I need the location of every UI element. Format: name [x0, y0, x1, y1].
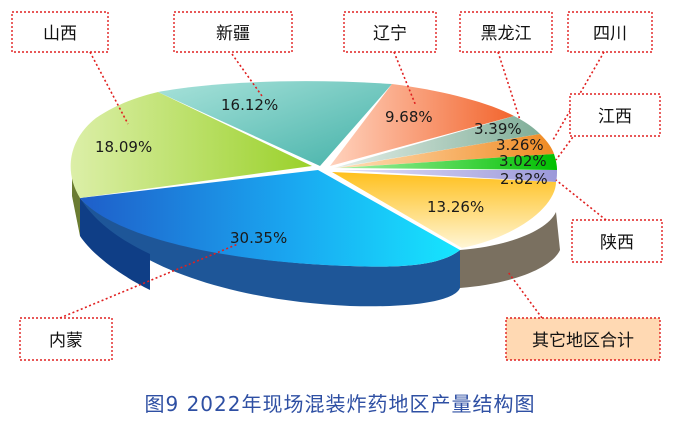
leader-line-liaoning [393, 51, 417, 107]
figure-caption: 图9 2022年现场混装炸药地区产量结构图 [144, 392, 536, 416]
pct-label-other: 13.26% [427, 198, 484, 216]
pie-side-neimeng [80, 198, 460, 307]
callout-label-jiangxi: 江西 [598, 107, 632, 127]
callout-label-xinjiang: 新疆 [216, 24, 250, 44]
leader-line-shanxi [89, 51, 129, 125]
pct-label-jiangxi: 3.02% [499, 152, 547, 170]
callout-other: 其它地区合计 [505, 317, 661, 361]
callout-label-heilongjiang: 黑龙江 [481, 24, 532, 44]
pie-slice-heilongjiang [334, 116, 540, 168]
callout-label-other: 其它地区合计 [532, 331, 634, 351]
pct-label-shaanxi: 2.82% [500, 170, 548, 188]
callout-label-neimeng: 内蒙 [49, 331, 83, 351]
pct-label-shanxi: 18.09% [95, 138, 152, 156]
pie-slice-sichuan [336, 134, 554, 168]
callout-label-shaanxi: 陕西 [600, 233, 634, 253]
callout-sichuan: 四川 [567, 11, 653, 53]
pct-label-heilongjiang: 3.39% [474, 120, 522, 138]
callout-xinjiang: 新疆 [173, 11, 293, 53]
pie-slice-jiangxi [338, 154, 557, 170]
callout-shanxi: 山西 [11, 11, 109, 53]
pct-label-xinjiang: 16.12% [221, 96, 278, 114]
callout-neimeng: 内蒙 [19, 317, 113, 361]
leader-line-neimeng [59, 243, 239, 319]
callout-label-shanxi: 山西 [43, 24, 77, 44]
pie-side-other [460, 212, 560, 288]
pct-label-sichuan: 3.26% [496, 136, 544, 154]
pie-slice-shanxi [70, 92, 312, 198]
pct-label-liaoning: 9.68% [385, 108, 433, 126]
pie-slice-shaanxi [338, 170, 557, 182]
callout-liaoning: 辽宁 [343, 11, 437, 53]
callout-label-liaoning: 辽宁 [373, 24, 407, 44]
pie-slice-liaoning [330, 84, 514, 166]
pie-slice-neimeng [80, 170, 460, 267]
leader-line-other [507, 271, 543, 319]
leader-line-heilongjiang [497, 51, 521, 121]
callout-label-sichuan: 四川 [593, 24, 627, 44]
callout-jiangxi: 江西 [569, 93, 661, 137]
callout-heilongjiang: 黑龙江 [459, 11, 553, 53]
leader-line-shaanxi [555, 179, 607, 221]
callout-shaanxi: 陕西 [571, 219, 663, 263]
pie-slice-other [332, 172, 556, 248]
pie-slice-xinjiang [158, 81, 392, 166]
pie-side-neimeng-dark [80, 198, 150, 290]
pct-label-neimeng: 30.35% [230, 229, 287, 247]
